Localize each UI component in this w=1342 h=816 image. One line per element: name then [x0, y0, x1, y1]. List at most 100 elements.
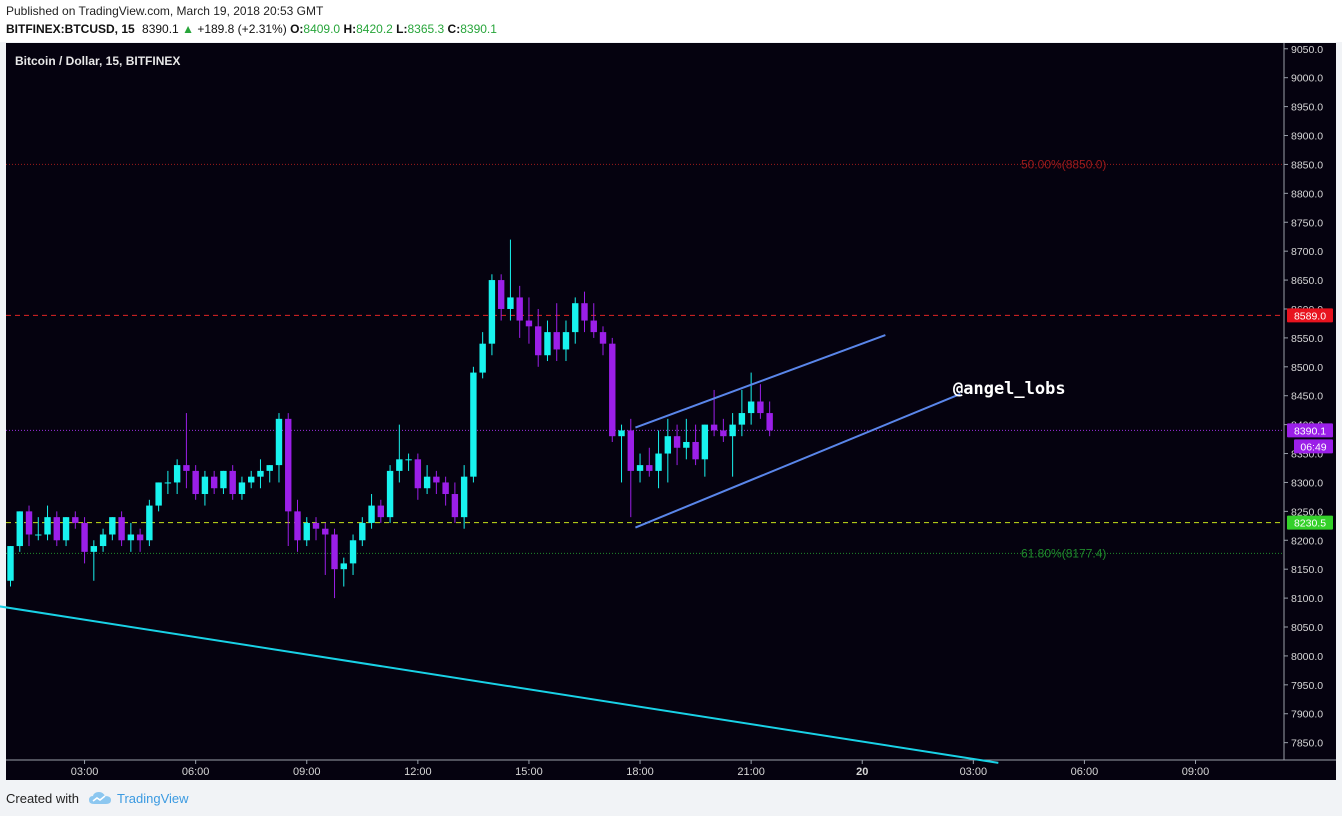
candle[interactable]: [146, 499, 153, 547]
candle[interactable]: [386, 465, 394, 523]
candle[interactable]: [460, 465, 468, 529]
candle[interactable]: [673, 424, 681, 466]
candle[interactable]: [72, 511, 79, 529]
candle[interactable]: [257, 459, 264, 489]
candle[interactable]: [322, 522, 329, 575]
candle[interactable]: [303, 517, 310, 547]
candle[interactable]: [655, 430, 662, 489]
candle[interactable]: [377, 499, 385, 523]
candle[interactable]: [266, 465, 273, 483]
candle[interactable]: [136, 528, 144, 552]
candle[interactable]: [627, 418, 634, 518]
candle[interactable]: [62, 517, 70, 547]
candle[interactable]: [238, 476, 246, 500]
tradingview-cloud-icon[interactable]: [88, 790, 112, 806]
candle[interactable]: [248, 470, 255, 489]
candle[interactable]: [331, 528, 338, 599]
candle[interactable]: [590, 303, 597, 338]
candle[interactable]: [470, 366, 477, 483]
price-chart[interactable]: 50.00%(8850.0) 61.80%(8177.4) 9050.0 9000.…: [0, 42, 1342, 782]
candle[interactable]: [562, 320, 570, 362]
candle[interactable]: [183, 413, 190, 489]
candle[interactable]: [127, 522, 135, 552]
candle[interactable]: [618, 424, 625, 483]
candle[interactable]: [294, 499, 301, 552]
candle[interactable]: [312, 517, 320, 541]
candle[interactable]: [553, 303, 560, 362]
candle-body: [470, 372, 477, 477]
candle[interactable]: [81, 517, 88, 564]
candle[interactable]: [368, 494, 375, 529]
candle[interactable]: [201, 470, 209, 506]
candle[interactable]: [497, 274, 505, 321]
downtrend-line[interactable]: [0, 605, 999, 764]
candle[interactable]: [155, 482, 162, 512]
candle[interactable]: [349, 534, 357, 575]
candle[interactable]: [738, 389, 746, 437]
candle[interactable]: [53, 511, 60, 547]
chart-area[interactable]: 50.00%(8850.0) 61.80%(8177.4) 9050.0 9000.…: [0, 42, 1342, 782]
candle[interactable]: [285, 413, 292, 547]
tradingview-link[interactable]: TradingView: [117, 791, 189, 806]
candle[interactable]: [442, 476, 449, 506]
price-scale[interactable]: [1284, 43, 1336, 760]
candle[interactable]: [599, 326, 607, 356]
candle[interactable]: [609, 337, 616, 442]
time-scale[interactable]: [6, 760, 1284, 780]
candle[interactable]: [35, 517, 42, 541]
candle[interactable]: [210, 470, 218, 495]
candle[interactable]: [766, 401, 773, 437]
candle[interactable]: [729, 413, 736, 477]
candle[interactable]: [692, 424, 699, 466]
candle[interactable]: [109, 517, 116, 541]
candle[interactable]: [433, 470, 440, 495]
candle[interactable]: [90, 540, 98, 581]
candle[interactable]: [340, 557, 347, 587]
candle[interactable]: [544, 320, 551, 362]
candle[interactable]: [405, 453, 412, 471]
candle[interactable]: [451, 482, 459, 523]
candle[interactable]: [192, 465, 199, 500]
candle[interactable]: [359, 517, 366, 547]
candle[interactable]: [488, 274, 496, 356]
candle[interactable]: [423, 465, 431, 495]
candle-body: [738, 413, 746, 425]
candle[interactable]: [479, 332, 486, 379]
candle[interactable]: [7, 546, 14, 587]
candle[interactable]: [220, 470, 227, 495]
candle[interactable]: [747, 372, 755, 425]
candle[interactable]: [229, 465, 236, 500]
candle[interactable]: [99, 528, 107, 552]
candle[interactable]: [636, 453, 644, 483]
candle[interactable]: [701, 424, 709, 477]
candle[interactable]: [516, 285, 523, 338]
y-tick-label: 8550.0: [1291, 333, 1323, 345]
candle[interactable]: [507, 239, 514, 321]
candle[interactable]: [396, 424, 403, 483]
candle[interactable]: [525, 297, 533, 344]
candle[interactable]: [683, 418, 690, 460]
candle[interactable]: [44, 505, 51, 541]
candle[interactable]: [118, 511, 125, 547]
candle[interactable]: [646, 447, 653, 477]
candle-body: [275, 418, 283, 466]
candle[interactable]: [581, 291, 588, 333]
countdown-label: 06:49: [1300, 441, 1326, 453]
candle[interactable]: [535, 308, 542, 367]
candle-body: [368, 505, 375, 523]
candle-body: [164, 482, 172, 484]
candle[interactable]: [275, 413, 283, 483]
channel-upper-line[interactable]: [635, 334, 886, 429]
candle[interactable]: [664, 418, 672, 483]
candle[interactable]: [164, 470, 172, 495]
candle[interactable]: [25, 505, 33, 547]
candle-body: [7, 546, 14, 581]
channel-lower-line[interactable]: [635, 393, 961, 529]
candle[interactable]: [720, 418, 727, 442]
candle[interactable]: [572, 297, 579, 344]
candle[interactable]: [757, 384, 764, 419]
candle[interactable]: [173, 459, 181, 495]
candle-body: [729, 424, 736, 437]
candle[interactable]: [16, 511, 23, 552]
candle[interactable]: [414, 453, 422, 500]
